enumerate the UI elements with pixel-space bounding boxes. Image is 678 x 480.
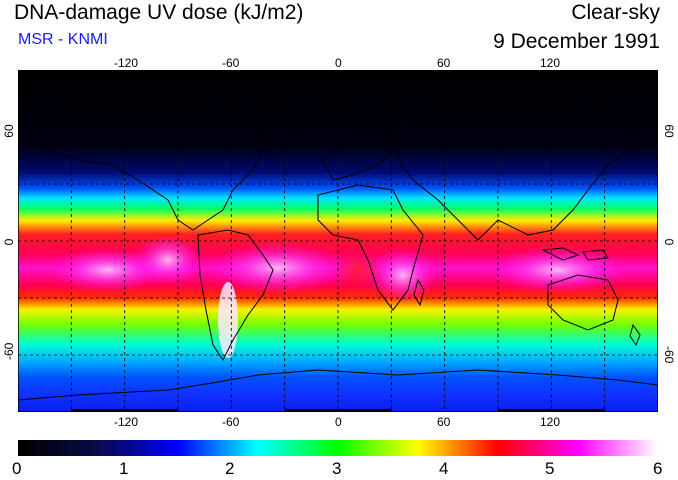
frame-scale-bars	[71, 70, 605, 412]
uv-hotspot	[368, 247, 438, 303]
coastlines	[18, 84, 658, 401]
colorbar-label: 6	[653, 459, 663, 478]
lon-tick-bottom: -120	[114, 415, 139, 429]
date-label: 9 December 1991	[493, 30, 660, 53]
data-source: MSR - KNMI	[18, 31, 108, 48]
colorbar-label: 5	[545, 459, 555, 478]
colorbar-gradient	[18, 440, 658, 456]
lat-tick-right: 0	[662, 238, 676, 246]
lon-tick-top: 120	[540, 56, 561, 70]
lat-tick-right: 60	[662, 124, 676, 138]
lat-tick-right: -60	[662, 346, 676, 364]
lon-tick-top: 0	[335, 56, 342, 70]
lat-tick-left: -60	[2, 342, 16, 360]
colorbar-label: 3	[332, 459, 342, 478]
lat-tick-left: 0	[2, 238, 16, 246]
lon-tick-bottom: 120	[540, 415, 561, 429]
lon-tick-bottom: -60	[222, 415, 240, 429]
uv-hotspot	[218, 282, 238, 358]
lon-tick-bottom: 60	[437, 415, 451, 429]
uv-hotspot	[133, 235, 203, 285]
colorbar-label: 1	[119, 459, 129, 478]
colorbar-label: 4	[439, 459, 449, 478]
uv-hotspot	[488, 246, 628, 294]
sky-condition: Clear-sky	[571, 1, 660, 24]
graticule	[18, 70, 658, 412]
lon-tick-top: -60	[222, 56, 240, 70]
lon-tick-bottom: 0	[335, 415, 342, 429]
colorbar-label: 2	[225, 459, 235, 478]
lat-tick-left: 60	[2, 124, 16, 138]
uv-dose-map	[18, 70, 658, 412]
lon-tick-top: -120	[114, 56, 139, 70]
uv-lowspot	[333, 252, 383, 288]
colorbar	[18, 440, 658, 456]
title: DNA-damage UV dose (kJ/m2)	[14, 1, 304, 24]
lon-tick-top: 60	[437, 56, 451, 70]
colorbar-label: 0	[12, 459, 22, 478]
uv-hotspot	[208, 242, 348, 294]
